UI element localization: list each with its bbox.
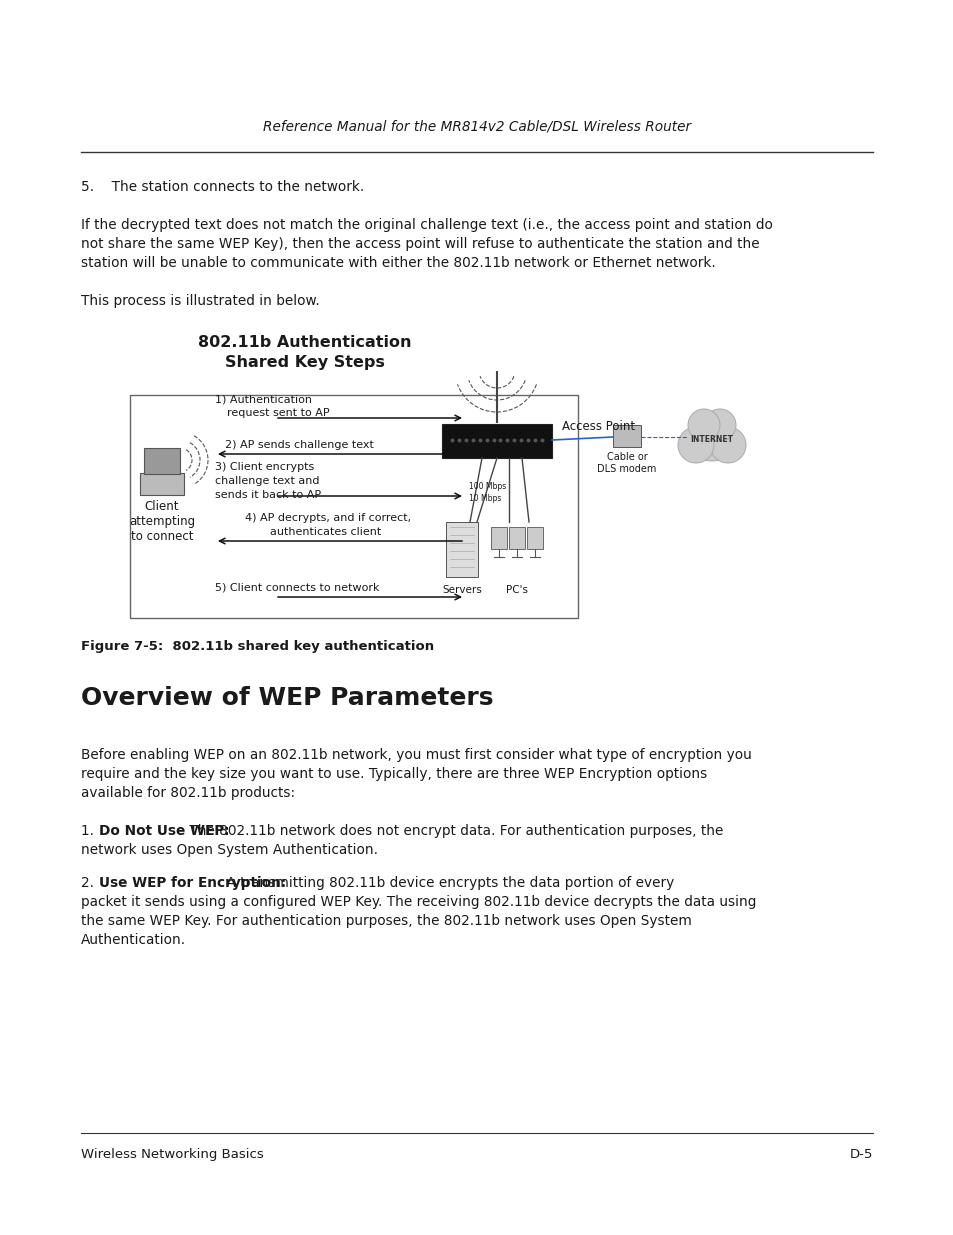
Text: Access Point: Access Point bbox=[561, 420, 635, 433]
Text: If the decrypted text does not match the original challenge text (i.e., the acce: If the decrypted text does not match the… bbox=[81, 219, 772, 232]
Text: 100 Mbps: 100 Mbps bbox=[469, 482, 506, 492]
Text: This process is illustrated in below.: This process is illustrated in below. bbox=[81, 294, 319, 308]
Bar bbox=[446, 522, 477, 577]
Text: 1.: 1. bbox=[81, 824, 98, 839]
Text: INTERNET: INTERNET bbox=[690, 435, 733, 443]
Text: A transmitting 802.11b device encrypts the data portion of every: A transmitting 802.11b device encrypts t… bbox=[222, 876, 674, 890]
Text: 5) Client connects to network: 5) Client connects to network bbox=[214, 583, 379, 593]
Bar bbox=[144, 448, 180, 474]
Text: challenge text and: challenge text and bbox=[214, 475, 319, 487]
Circle shape bbox=[709, 427, 745, 463]
Text: Before enabling WEP on an 802.11b network, you must first consider what type of : Before enabling WEP on an 802.11b networ… bbox=[81, 748, 751, 762]
Text: Use WEP for Encryption:: Use WEP for Encryption: bbox=[99, 876, 286, 890]
Circle shape bbox=[678, 427, 713, 463]
Bar bbox=[613, 425, 640, 447]
Text: Shared Key Steps: Shared Key Steps bbox=[225, 354, 384, 370]
Bar bbox=[441, 424, 552, 458]
Bar bbox=[526, 527, 542, 550]
Text: Reference Manual for the MR814v2 Cable/DSL Wireless Router: Reference Manual for the MR814v2 Cable/D… bbox=[263, 120, 690, 135]
Text: the same WEP Key. For authentication purposes, the 802.11b network uses Open Sys: the same WEP Key. For authentication pur… bbox=[81, 914, 691, 927]
Text: authenticates client: authenticates client bbox=[270, 527, 381, 537]
Text: request sent to AP: request sent to AP bbox=[227, 408, 330, 417]
Circle shape bbox=[703, 409, 735, 441]
Text: Overview of WEP Parameters: Overview of WEP Parameters bbox=[81, 685, 493, 710]
Text: 10 Mbps: 10 Mbps bbox=[469, 494, 501, 503]
Bar bbox=[130, 395, 578, 618]
Circle shape bbox=[687, 412, 735, 461]
Text: attempting: attempting bbox=[129, 515, 194, 529]
Text: PC's: PC's bbox=[505, 585, 527, 595]
Text: Authentication.: Authentication. bbox=[81, 932, 186, 947]
Text: Figure 7-5:  802.11b shared key authentication: Figure 7-5: 802.11b shared key authentic… bbox=[81, 640, 434, 653]
Text: 3) Client encrypts: 3) Client encrypts bbox=[214, 462, 314, 472]
Bar bbox=[140, 473, 184, 495]
Text: 2.: 2. bbox=[81, 876, 98, 890]
Text: Servers: Servers bbox=[441, 585, 481, 595]
Text: sends it back to AP: sends it back to AP bbox=[214, 490, 321, 500]
Text: network uses Open System Authentication.: network uses Open System Authentication. bbox=[81, 844, 377, 857]
Text: 2) AP sends challenge text: 2) AP sends challenge text bbox=[225, 440, 374, 450]
Text: 1) Authentication: 1) Authentication bbox=[214, 394, 312, 404]
Text: 4) AP decrypts, and if correct,: 4) AP decrypts, and if correct, bbox=[245, 513, 411, 522]
Text: The 802.11b network does not encrypt data. For authentication purposes, the: The 802.11b network does not encrypt dat… bbox=[185, 824, 722, 839]
Text: not share the same WEP Key), then the access point will refuse to authenticate t: not share the same WEP Key), then the ac… bbox=[81, 237, 759, 251]
Text: D-5: D-5 bbox=[848, 1149, 872, 1161]
Text: 802.11b Authentication: 802.11b Authentication bbox=[198, 335, 412, 350]
Text: Cable or
DLS modem: Cable or DLS modem bbox=[597, 452, 656, 474]
Text: to connect: to connect bbox=[131, 530, 193, 543]
Text: 5.    The station connects to the network.: 5. The station connects to the network. bbox=[81, 180, 364, 194]
Bar bbox=[509, 527, 524, 550]
Circle shape bbox=[687, 409, 720, 441]
Text: Client: Client bbox=[145, 500, 179, 513]
Bar bbox=[491, 527, 506, 550]
Text: Wireless Networking Basics: Wireless Networking Basics bbox=[81, 1149, 264, 1161]
Text: require and the key size you want to use. Typically, there are three WEP Encrypt: require and the key size you want to use… bbox=[81, 767, 706, 781]
Text: station will be unable to communicate with either the 802.11b network or Etherne: station will be unable to communicate wi… bbox=[81, 256, 715, 270]
Text: Do Not Use WEP:: Do Not Use WEP: bbox=[99, 824, 230, 839]
Text: available for 802.11b products:: available for 802.11b products: bbox=[81, 785, 294, 800]
Text: packet it sends using a configured WEP Key. The receiving 802.11b device decrypt: packet it sends using a configured WEP K… bbox=[81, 895, 756, 909]
